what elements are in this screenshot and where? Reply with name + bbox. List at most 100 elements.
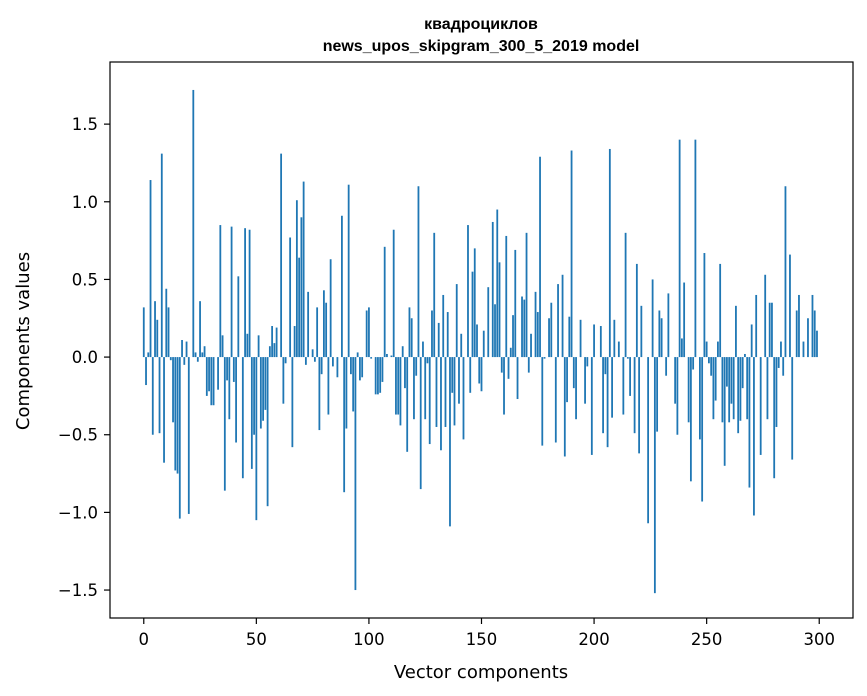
bar	[304, 357, 307, 365]
bar	[570, 150, 573, 358]
bar	[737, 357, 740, 434]
bar	[435, 357, 438, 427]
bar	[471, 271, 474, 358]
bar	[667, 293, 670, 358]
bar	[703, 253, 706, 358]
bar	[424, 357, 427, 420]
x-tick-label: 150	[466, 630, 498, 649]
bar	[539, 156, 541, 358]
bar	[496, 209, 499, 358]
bar	[498, 262, 501, 358]
bar	[316, 307, 319, 358]
bar	[383, 246, 386, 358]
bar	[446, 312, 449, 358]
bar	[764, 274, 767, 358]
bar	[811, 294, 814, 358]
bar	[347, 184, 350, 358]
bar	[165, 288, 168, 358]
x-tick-label: 250	[691, 630, 723, 649]
bar	[777, 357, 780, 368]
bar	[534, 291, 537, 358]
bar	[248, 229, 251, 358]
bar	[514, 249, 517, 358]
bar	[550, 302, 553, 358]
bar	[397, 357, 400, 415]
bar	[410, 318, 413, 358]
bar	[147, 352, 150, 358]
y-axis-ticks: −1.5 −1.0 −0.5 0.0 0.5 1.0 1.5	[58, 115, 110, 600]
bar	[359, 357, 361, 381]
bar	[196, 357, 199, 362]
bar	[674, 357, 677, 404]
bar	[145, 357, 147, 386]
bar	[462, 357, 465, 440]
bar	[512, 315, 514, 358]
bar	[750, 324, 753, 358]
bar	[723, 357, 726, 466]
bar	[467, 225, 469, 358]
bar	[311, 349, 314, 358]
bar	[181, 340, 183, 358]
bar	[692, 357, 695, 370]
bar	[203, 346, 206, 358]
bar	[395, 357, 397, 415]
bar	[795, 310, 798, 358]
bar	[606, 357, 609, 448]
bar	[266, 357, 269, 507]
bar	[575, 357, 577, 420]
bar	[710, 357, 713, 376]
bar	[789, 254, 791, 358]
bar	[694, 139, 697, 358]
bar	[476, 324, 478, 358]
x-tick-label: 100	[353, 630, 385, 649]
bar	[291, 357, 294, 448]
bar	[689, 357, 692, 482]
bar	[798, 294, 800, 358]
bar	[584, 357, 586, 404]
bar	[374, 357, 377, 395]
bar	[701, 357, 704, 502]
bar	[590, 357, 593, 455]
bar	[327, 357, 330, 415]
bar	[622, 357, 625, 415]
bar	[791, 357, 794, 460]
bar	[273, 343, 276, 358]
bar	[739, 357, 742, 421]
bar	[149, 180, 152, 358]
bar	[356, 352, 359, 358]
chart-title-line2: news_upos_skipgram_300_5_2019 model	[323, 38, 640, 55]
bar	[491, 221, 494, 358]
bar	[221, 335, 224, 358]
x-axis-ticks: 0 50 100 150 200 250 300	[139, 618, 835, 649]
bar	[640, 305, 643, 358]
bar	[336, 357, 339, 378]
bar	[341, 215, 343, 358]
bar	[350, 357, 352, 375]
bar	[205, 357, 208, 396]
bar	[271, 326, 274, 358]
bar	[187, 357, 190, 514]
bar	[557, 284, 559, 358]
bar	[313, 357, 316, 362]
bar	[719, 263, 722, 358]
bar	[232, 357, 235, 382]
bar	[370, 357, 373, 359]
bar	[608, 148, 611, 358]
bar	[399, 357, 402, 426]
bar	[212, 357, 215, 406]
bar	[714, 357, 717, 401]
bar	[169, 357, 172, 361]
bar	[523, 299, 526, 358]
bar	[442, 294, 445, 358]
bar	[365, 310, 368, 358]
bar	[744, 353, 746, 358]
bar	[629, 357, 632, 396]
bar	[368, 307, 370, 358]
bar	[300, 217, 303, 358]
bar	[201, 352, 204, 358]
bar	[660, 318, 663, 358]
bar	[172, 357, 174, 423]
bar	[192, 89, 195, 358]
bar	[174, 357, 177, 471]
